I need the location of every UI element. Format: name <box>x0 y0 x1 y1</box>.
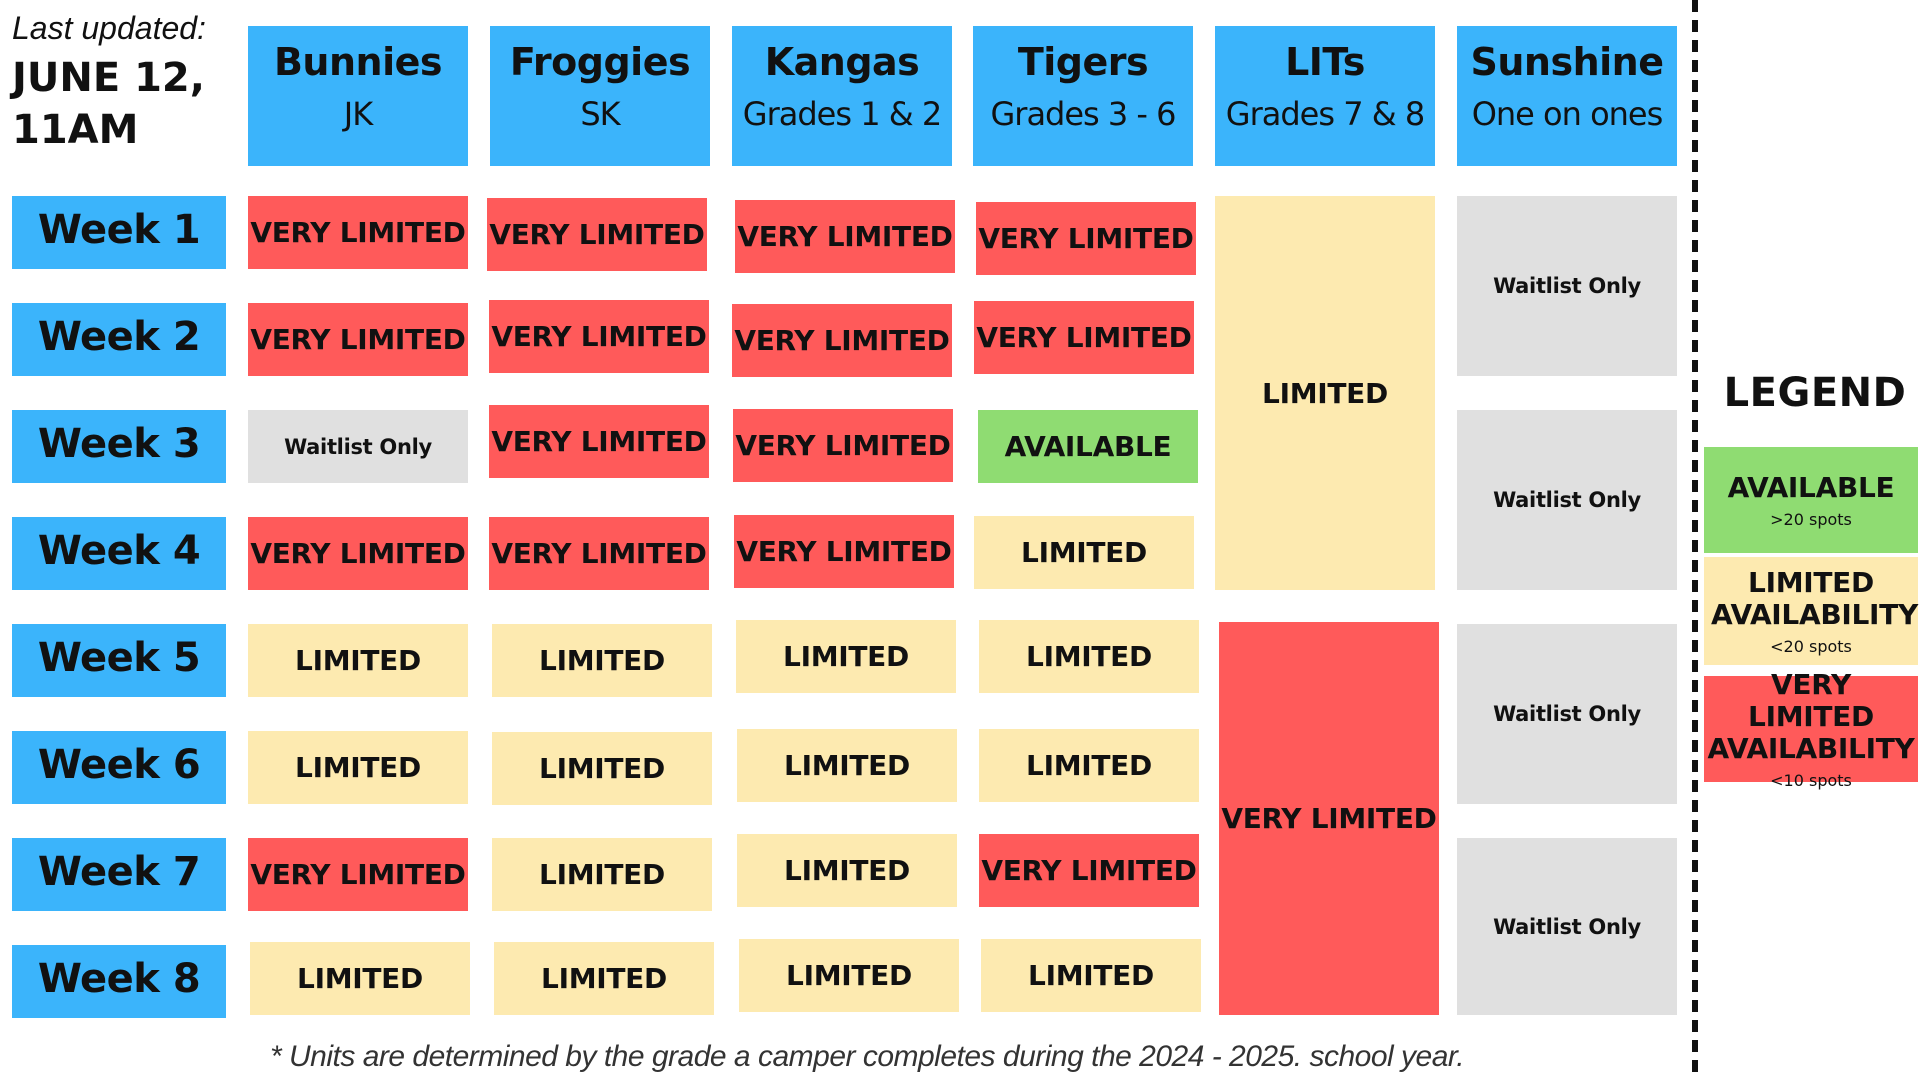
legend-detail: <20 spots <box>1770 636 1852 656</box>
cell-tigers-week-5: LIMITED <box>979 620 1199 693</box>
legend-item-very-limited: VERY LIMITED AVAILABILITY <10 spots <box>1704 668 1918 790</box>
cell-bunnies-week-6: LIMITED <box>248 731 468 804</box>
column-subtitle: Grades 7 & 8 <box>1225 95 1425 133</box>
legend-label: VERY LIMITED AVAILABILITY <box>1707 667 1915 765</box>
column-header-kangas: Kangas Grades 1 & 2 <box>732 26 952 166</box>
cell-kangas-week-5: LIMITED <box>736 620 956 693</box>
cell-kangas-week-8: LIMITED <box>739 939 959 1012</box>
legend-detail: <10 spots <box>1770 770 1852 790</box>
column-subtitle: Grades 3 - 6 <box>990 95 1176 133</box>
cell-lits-weeks-1-4: LIMITED <box>1215 196 1435 590</box>
column-name: Kangas <box>764 40 920 84</box>
cell-lits-weeks-5-8: VERY LIMITED <box>1219 622 1439 1015</box>
cell-bunnies-week-3: Waitlist Only <box>248 410 468 483</box>
row-header-week-3: Week 3 <box>12 410 226 483</box>
footnote: * Units are determined by the grade a ca… <box>270 1040 1465 1073</box>
legend-detail: >20 spots <box>1770 509 1852 529</box>
column-name: Froggies <box>509 40 691 84</box>
cell-kangas-week-2: VERY LIMITED <box>732 304 952 377</box>
row-header-week-5: Week 5 <box>12 624 226 697</box>
row-header-week-6: Week 6 <box>12 731 226 804</box>
column-subtitle: SK <box>580 95 620 133</box>
legend-label: AVAILABLE <box>1727 470 1895 504</box>
cell-sunshine-weeks-3-4: Waitlist Only <box>1457 410 1677 590</box>
cell-sunshine-weeks-1-2: Waitlist Only <box>1457 196 1677 376</box>
cell-bunnies-week-8: LIMITED <box>250 942 470 1015</box>
column-name: Bunnies <box>273 40 443 84</box>
column-name: LITs <box>1285 40 1365 84</box>
cell-kangas-week-3: VERY LIMITED <box>733 409 953 482</box>
column-header-bunnies: Bunnies JK <box>248 26 468 166</box>
cell-froggies-week-3: VERY LIMITED <box>489 405 709 478</box>
cell-froggies-week-1: VERY LIMITED <box>487 198 707 271</box>
row-header-week-4: Week 4 <box>12 517 226 590</box>
cell-kangas-week-1: VERY LIMITED <box>735 200 955 273</box>
cell-froggies-week-6: LIMITED <box>492 732 712 805</box>
last-updated-label: Last updated: <box>12 10 206 46</box>
cell-bunnies-week-7: VERY LIMITED <box>248 838 468 911</box>
cell-sunshine-weeks-7-8: Waitlist Only <box>1457 838 1677 1015</box>
cell-kangas-week-4: VERY LIMITED <box>734 515 954 588</box>
last-updated-date: JUNE 12, 11AM <box>12 55 205 153</box>
cell-bunnies-week-4: VERY LIMITED <box>248 517 468 590</box>
dashed-divider <box>1692 0 1698 1080</box>
cell-bunnies-week-2: VERY LIMITED <box>248 303 468 376</box>
cell-tigers-week-6: LIMITED <box>979 729 1199 802</box>
column-header-froggies: Froggies SK <box>490 26 710 166</box>
column-subtitle: One on ones <box>1471 95 1664 133</box>
column-header-lits: LITs Grades 7 & 8 <box>1215 26 1435 166</box>
cell-froggies-week-4: VERY LIMITED <box>489 517 709 590</box>
row-header-week-2: Week 2 <box>12 303 226 376</box>
cell-bunnies-week-5: LIMITED <box>248 624 468 697</box>
column-name: Sunshine <box>1470 40 1665 84</box>
cell-froggies-week-8: LIMITED <box>494 942 714 1015</box>
cell-kangas-week-6: LIMITED <box>737 729 957 802</box>
cell-sunshine-weeks-5-6: Waitlist Only <box>1457 624 1677 804</box>
column-name: Tigers <box>1017 40 1149 84</box>
legend-item-available: AVAILABLE >20 spots <box>1704 447 1918 553</box>
cell-tigers-week-1: VERY LIMITED <box>976 202 1196 275</box>
legend-title: LEGEND <box>1723 370 1907 416</box>
column-subtitle: Grades 1 & 2 <box>742 95 942 133</box>
cell-tigers-week-4: LIMITED <box>974 516 1194 589</box>
cell-kangas-week-7: LIMITED <box>737 834 957 907</box>
legend-label: LIMITED AVAILABILITY <box>1711 565 1918 631</box>
column-subtitle: JK <box>343 95 373 133</box>
column-header-tigers: Tigers Grades 3 - 6 <box>973 26 1193 166</box>
column-header-sunshine: Sunshine One on ones <box>1457 26 1677 166</box>
row-header-week-7: Week 7 <box>12 838 226 911</box>
row-header-week-1: Week 1 <box>12 196 226 269</box>
cell-tigers-week-3: AVAILABLE <box>978 410 1198 483</box>
cell-froggies-week-7: LIMITED <box>492 838 712 911</box>
cell-tigers-week-7: VERY LIMITED <box>979 834 1199 907</box>
cell-tigers-week-2: VERY LIMITED <box>974 301 1194 374</box>
legend-item-limited: LIMITED AVAILABILITY <20 spots <box>1704 557 1918 665</box>
row-header-week-8: Week 8 <box>12 945 226 1018</box>
cell-bunnies-week-1: VERY LIMITED <box>248 196 468 269</box>
cell-froggies-week-2: VERY LIMITED <box>489 300 709 373</box>
cell-tigers-week-8: LIMITED <box>981 939 1201 1012</box>
cell-froggies-week-5: LIMITED <box>492 624 712 697</box>
